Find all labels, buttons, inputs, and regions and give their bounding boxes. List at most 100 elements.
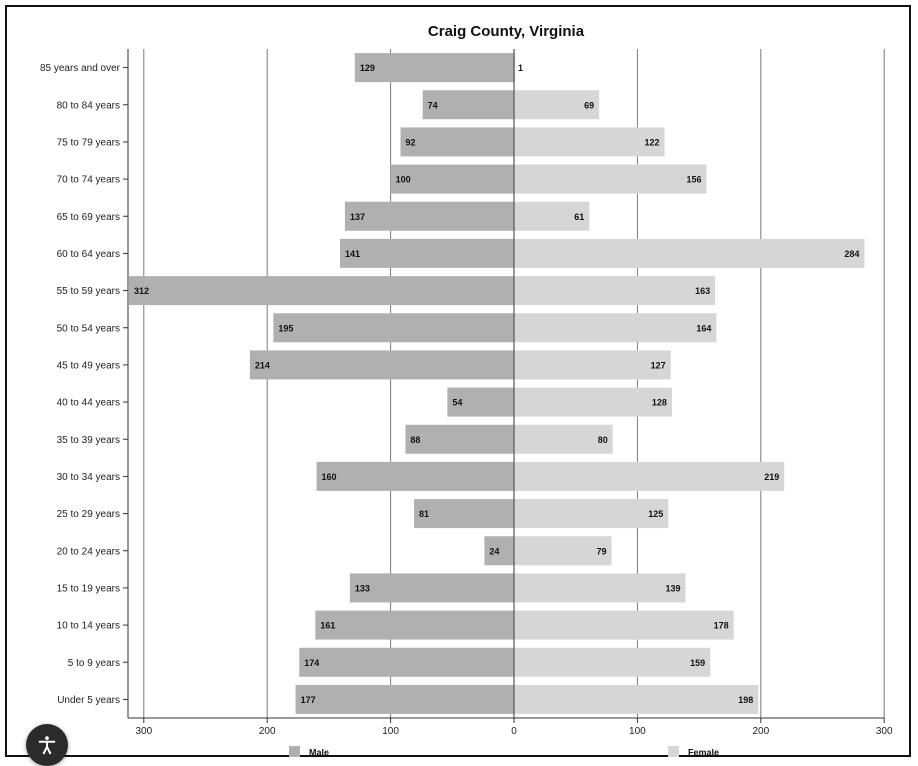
male-bar bbox=[447, 387, 514, 417]
male-bar bbox=[299, 647, 514, 677]
category-label: 70 to 74 years bbox=[57, 175, 120, 186]
male-value-label: 161 bbox=[320, 621, 335, 631]
legend-swatch bbox=[668, 746, 679, 757]
female-bar bbox=[514, 201, 590, 231]
female-value-label: 125 bbox=[648, 509, 663, 519]
male-bar bbox=[400, 127, 514, 157]
male-value-label: 312 bbox=[134, 286, 149, 296]
female-bar bbox=[514, 53, 516, 83]
category-label: 5 to 9 years bbox=[68, 658, 120, 669]
female-bar bbox=[514, 238, 865, 268]
category-label: 35 to 39 years bbox=[57, 435, 120, 446]
accessibility-button[interactable] bbox=[26, 724, 68, 766]
male-bar bbox=[340, 238, 514, 268]
female-value-label: 163 bbox=[695, 286, 710, 296]
male-bar bbox=[405, 424, 514, 454]
male-bar bbox=[354, 53, 514, 83]
male-value-label: 88 bbox=[410, 435, 420, 445]
category-label: 20 to 24 years bbox=[57, 546, 120, 557]
category-label: Under 5 years bbox=[57, 695, 120, 706]
male-value-label: 54 bbox=[452, 398, 462, 408]
male-bar bbox=[422, 90, 514, 120]
category-label: 25 to 29 years bbox=[57, 509, 120, 520]
male-bar bbox=[249, 350, 514, 380]
male-value-label: 100 bbox=[396, 175, 411, 185]
x-tick-label: 0 bbox=[511, 726, 517, 737]
female-value-label: 156 bbox=[686, 175, 701, 185]
male-value-label: 160 bbox=[322, 472, 337, 482]
female-value-label: 178 bbox=[714, 621, 729, 631]
female-bar bbox=[514, 127, 665, 157]
x-tick-label: 100 bbox=[629, 726, 646, 737]
male-value-label: 214 bbox=[255, 360, 270, 370]
x-tick-label: 200 bbox=[752, 726, 769, 737]
female-bar bbox=[514, 610, 734, 640]
male-value-label: 195 bbox=[278, 323, 293, 333]
female-bar bbox=[514, 424, 613, 454]
female-value-label: 69 bbox=[584, 100, 594, 110]
legend-label: Male bbox=[309, 748, 329, 758]
male-value-label: 133 bbox=[355, 583, 370, 593]
male-bar bbox=[484, 536, 514, 566]
male-bar bbox=[349, 573, 514, 603]
category-label: 40 to 44 years bbox=[57, 398, 120, 409]
female-value-label: 79 bbox=[596, 546, 606, 556]
male-bar bbox=[344, 201, 514, 231]
chart-title: Craig County, Virginia bbox=[428, 23, 585, 40]
male-bar bbox=[295, 684, 514, 714]
category-label: 30 to 34 years bbox=[57, 472, 120, 483]
female-bar bbox=[514, 350, 671, 380]
x-tick-label: 100 bbox=[382, 726, 399, 737]
female-bar bbox=[514, 647, 711, 677]
category-label: 80 to 84 years bbox=[57, 100, 120, 111]
female-value-label: 80 bbox=[598, 435, 608, 445]
male-value-label: 92 bbox=[405, 137, 415, 147]
female-bar bbox=[514, 499, 669, 529]
male-value-label: 74 bbox=[428, 100, 438, 110]
male-bar bbox=[273, 313, 514, 343]
legend-label: Female bbox=[688, 748, 719, 758]
female-value-label: 1 bbox=[518, 63, 523, 73]
male-bar bbox=[414, 499, 514, 529]
male-bar bbox=[128, 276, 514, 306]
male-bar bbox=[316, 461, 514, 491]
female-bar bbox=[514, 276, 716, 306]
female-value-label: 198 bbox=[738, 695, 753, 705]
female-value-label: 122 bbox=[645, 137, 660, 147]
female-value-label: 164 bbox=[696, 323, 711, 333]
category-label: 65 to 69 years bbox=[57, 212, 120, 223]
category-label: 85 years and over bbox=[40, 63, 121, 74]
female-value-label: 139 bbox=[665, 583, 680, 593]
x-tick-label: 300 bbox=[876, 726, 893, 737]
x-tick-label: 300 bbox=[135, 726, 152, 737]
male-value-label: 174 bbox=[304, 658, 319, 668]
female-value-label: 219 bbox=[764, 472, 779, 482]
female-bar bbox=[514, 573, 686, 603]
category-label: 75 to 79 years bbox=[57, 137, 120, 148]
x-tick-label: 200 bbox=[259, 726, 276, 737]
male-value-label: 141 bbox=[345, 249, 360, 259]
category-label: 55 to 59 years bbox=[57, 286, 120, 297]
female-value-label: 128 bbox=[652, 398, 667, 408]
male-value-label: 129 bbox=[360, 63, 375, 73]
male-bar bbox=[315, 610, 514, 640]
female-value-label: 284 bbox=[844, 249, 859, 259]
female-bar bbox=[514, 90, 600, 120]
female-value-label: 127 bbox=[651, 360, 666, 370]
female-bar bbox=[514, 387, 672, 417]
category-label: 45 to 49 years bbox=[57, 360, 120, 371]
male-value-label: 137 bbox=[350, 212, 365, 222]
accessibility-icon bbox=[38, 736, 56, 755]
female-bar bbox=[514, 461, 785, 491]
female-bar bbox=[514, 536, 612, 566]
category-label: 60 to 64 years bbox=[57, 249, 120, 260]
male-value-label: 81 bbox=[419, 509, 429, 519]
category-label: 10 to 14 years bbox=[57, 621, 120, 632]
male-bar bbox=[390, 164, 514, 194]
male-value-label: 177 bbox=[301, 695, 316, 705]
female-bar bbox=[514, 164, 707, 194]
female-bar bbox=[514, 313, 717, 343]
female-value-label: 61 bbox=[574, 212, 584, 222]
category-label: 15 to 19 years bbox=[57, 583, 120, 594]
